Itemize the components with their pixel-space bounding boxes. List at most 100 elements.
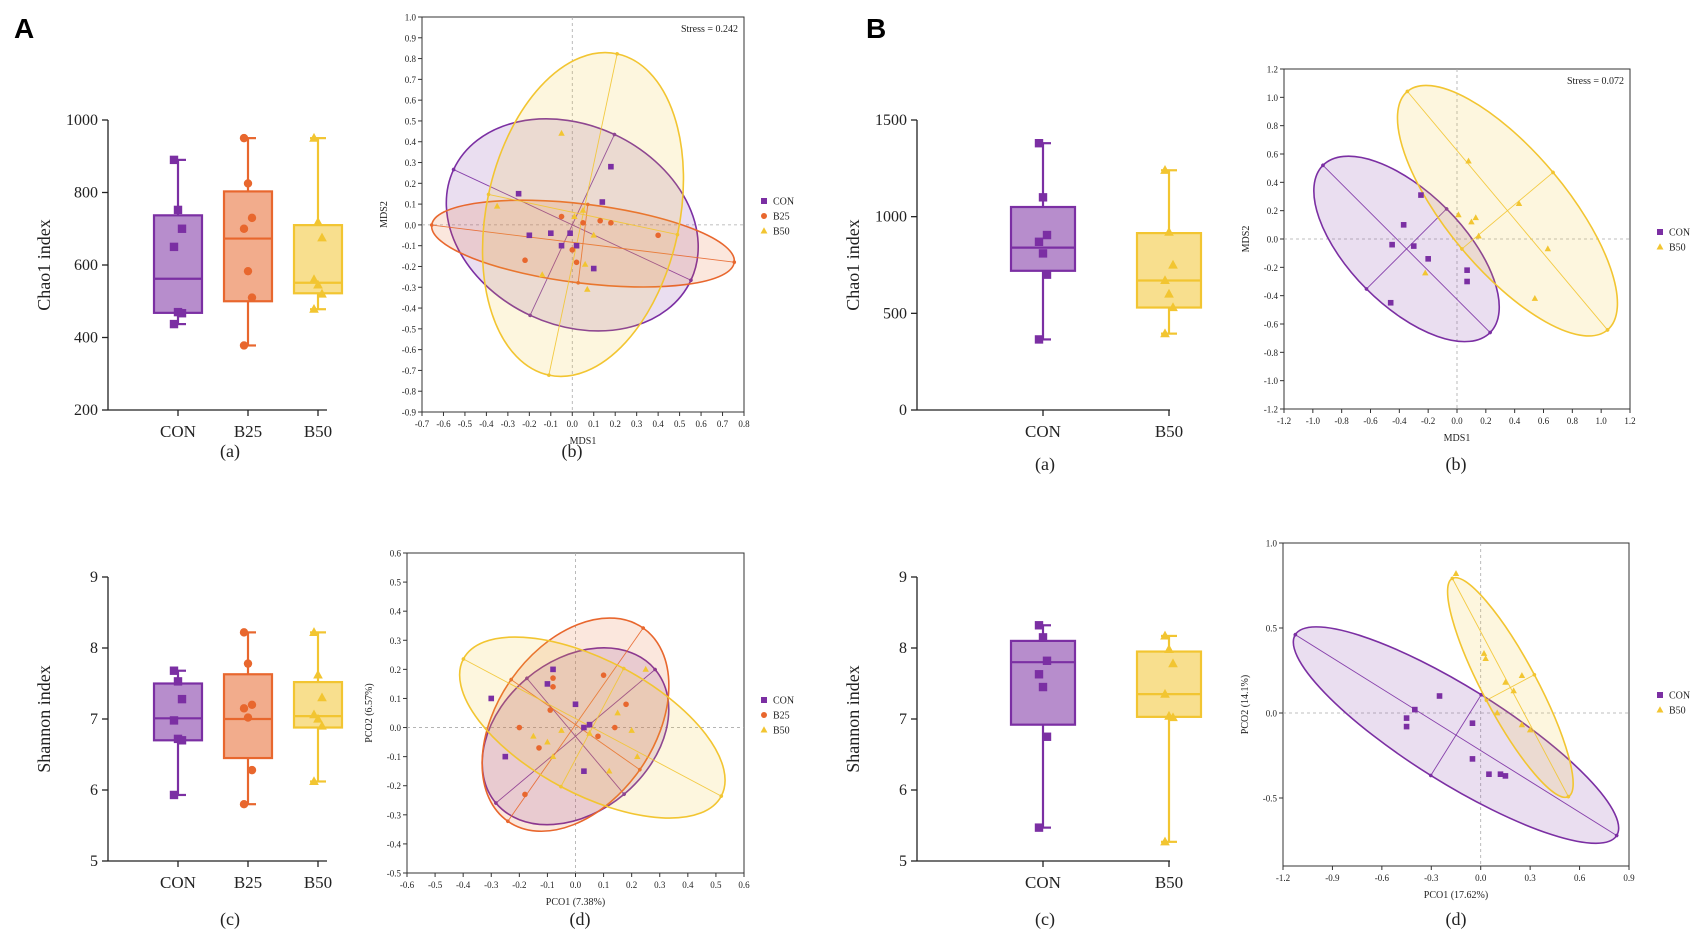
x-tick-label: B25 [234, 422, 262, 441]
ellipse-axis-end [1484, 698, 1489, 703]
data-point [247, 765, 257, 775]
ellipse-axis-end [689, 278, 693, 283]
ellipse-axis-end [1551, 170, 1555, 175]
x-tick-label: -0.4 [1392, 416, 1407, 426]
y-tick-label: 0 [899, 402, 907, 419]
data-point [239, 704, 249, 713]
data-point [1486, 771, 1492, 777]
y-tick-label: -0.2 [1264, 263, 1278, 273]
y-tick-label: -0.1 [387, 752, 401, 762]
ellipse-axis-end [525, 676, 529, 681]
x-tick-label: CON [160, 422, 196, 441]
y-tick-label: 0.0 [1267, 235, 1279, 245]
ellipse-axis-end [1364, 287, 1369, 291]
y-tick-label: -0.4 [387, 839, 402, 849]
data-point [309, 132, 319, 142]
data-point [530, 732, 537, 739]
x-tick-label: -0.8 [1335, 416, 1350, 426]
data-point [1531, 295, 1539, 301]
data-point [558, 242, 565, 249]
y-tick-label: 0.2 [390, 665, 401, 675]
data-point [309, 627, 319, 636]
legend-label: CON [773, 197, 794, 208]
data-point [549, 753, 557, 760]
x-tick-label: -0.5 [458, 419, 473, 429]
data-point [1482, 655, 1489, 661]
data-point [177, 224, 187, 233]
x-tick-label: -0.6 [400, 880, 415, 890]
x-tick-label: -0.6 [436, 419, 451, 429]
ellipse-axis-end [528, 313, 532, 318]
data-point [1497, 771, 1504, 777]
series-b50 [1452, 570, 1534, 733]
y-tick-label: 9 [899, 569, 907, 586]
data-point [1422, 269, 1429, 276]
box-b50 [1135, 630, 1203, 846]
data-point [1469, 720, 1476, 726]
subplot-label: (d) [570, 909, 591, 930]
data-point [1160, 165, 1170, 174]
ellipse-axis-end [451, 167, 456, 172]
y-tick-label: 5 [899, 853, 907, 870]
box-iqr [1009, 639, 1077, 726]
data-point [550, 675, 556, 681]
ellipse-axis-end [1293, 632, 1298, 637]
ellipse-minor-axis [577, 204, 589, 283]
data-point [1465, 157, 1472, 164]
data-point [522, 791, 528, 798]
data-point [1038, 633, 1048, 642]
panel-label-B: B [866, 13, 886, 44]
series-con [1403, 693, 1509, 779]
data-point [605, 767, 613, 774]
x-tick-label: CON [160, 873, 196, 892]
y-tick-label: 0.5 [390, 578, 402, 588]
data-point [177, 309, 187, 318]
y-tick-label: 6 [899, 782, 907, 799]
series-b25 [522, 213, 661, 266]
data-point [313, 279, 323, 289]
x-tick-label: -0.4 [479, 419, 494, 429]
data-point [239, 628, 249, 637]
data-point [1168, 658, 1178, 668]
ellipse-b50 [1446, 576, 1574, 799]
data-point [1160, 688, 1170, 698]
y-axis-title: Shannon index [843, 665, 863, 773]
x-tick-label: 0.3 [654, 880, 666, 890]
data-point [1164, 226, 1174, 236]
data-point [1042, 656, 1052, 665]
legend-label: B50 [1669, 706, 1686, 717]
data-point [1160, 328, 1170, 338]
data-point [558, 129, 565, 136]
y-tick-label: -0.2 [402, 262, 416, 272]
data-point [573, 259, 580, 266]
ellipse-con [1292, 626, 1620, 845]
data-point [169, 319, 179, 329]
data-point [1400, 222, 1407, 228]
data-point [309, 274, 319, 284]
legend-label: B25 [773, 212, 790, 223]
ellipse-axis-end [1488, 330, 1492, 335]
x-tick-label: -0.6 [1375, 873, 1390, 883]
y-axis-title: PCO2 (14.1%) [1240, 675, 1251, 734]
data-point [1160, 275, 1170, 285]
box-con [1009, 621, 1077, 832]
x-tick-label: 0.1 [598, 880, 609, 890]
data-point [1403, 715, 1410, 721]
data-point [655, 232, 661, 239]
y-tick-label: -0.4 [402, 304, 417, 314]
y-tick-label: 0.7 [405, 75, 417, 85]
y-tick-label: -0.6 [1264, 320, 1279, 330]
ellipse-axis-end [1605, 328, 1610, 332]
data-point [581, 724, 587, 731]
box-b50 [292, 627, 344, 786]
ellipse-axis-end [615, 52, 619, 56]
ellipse-axis-end [622, 792, 626, 797]
data-point [247, 293, 257, 302]
data-point [239, 800, 249, 809]
data-point [493, 202, 501, 209]
legend-label: CON [1669, 228, 1690, 239]
data-point [239, 133, 249, 143]
y-axis-title: MDS2 [1241, 226, 1252, 253]
legend-label: B50 [773, 726, 790, 737]
ellipse-axis-end [1614, 833, 1619, 838]
